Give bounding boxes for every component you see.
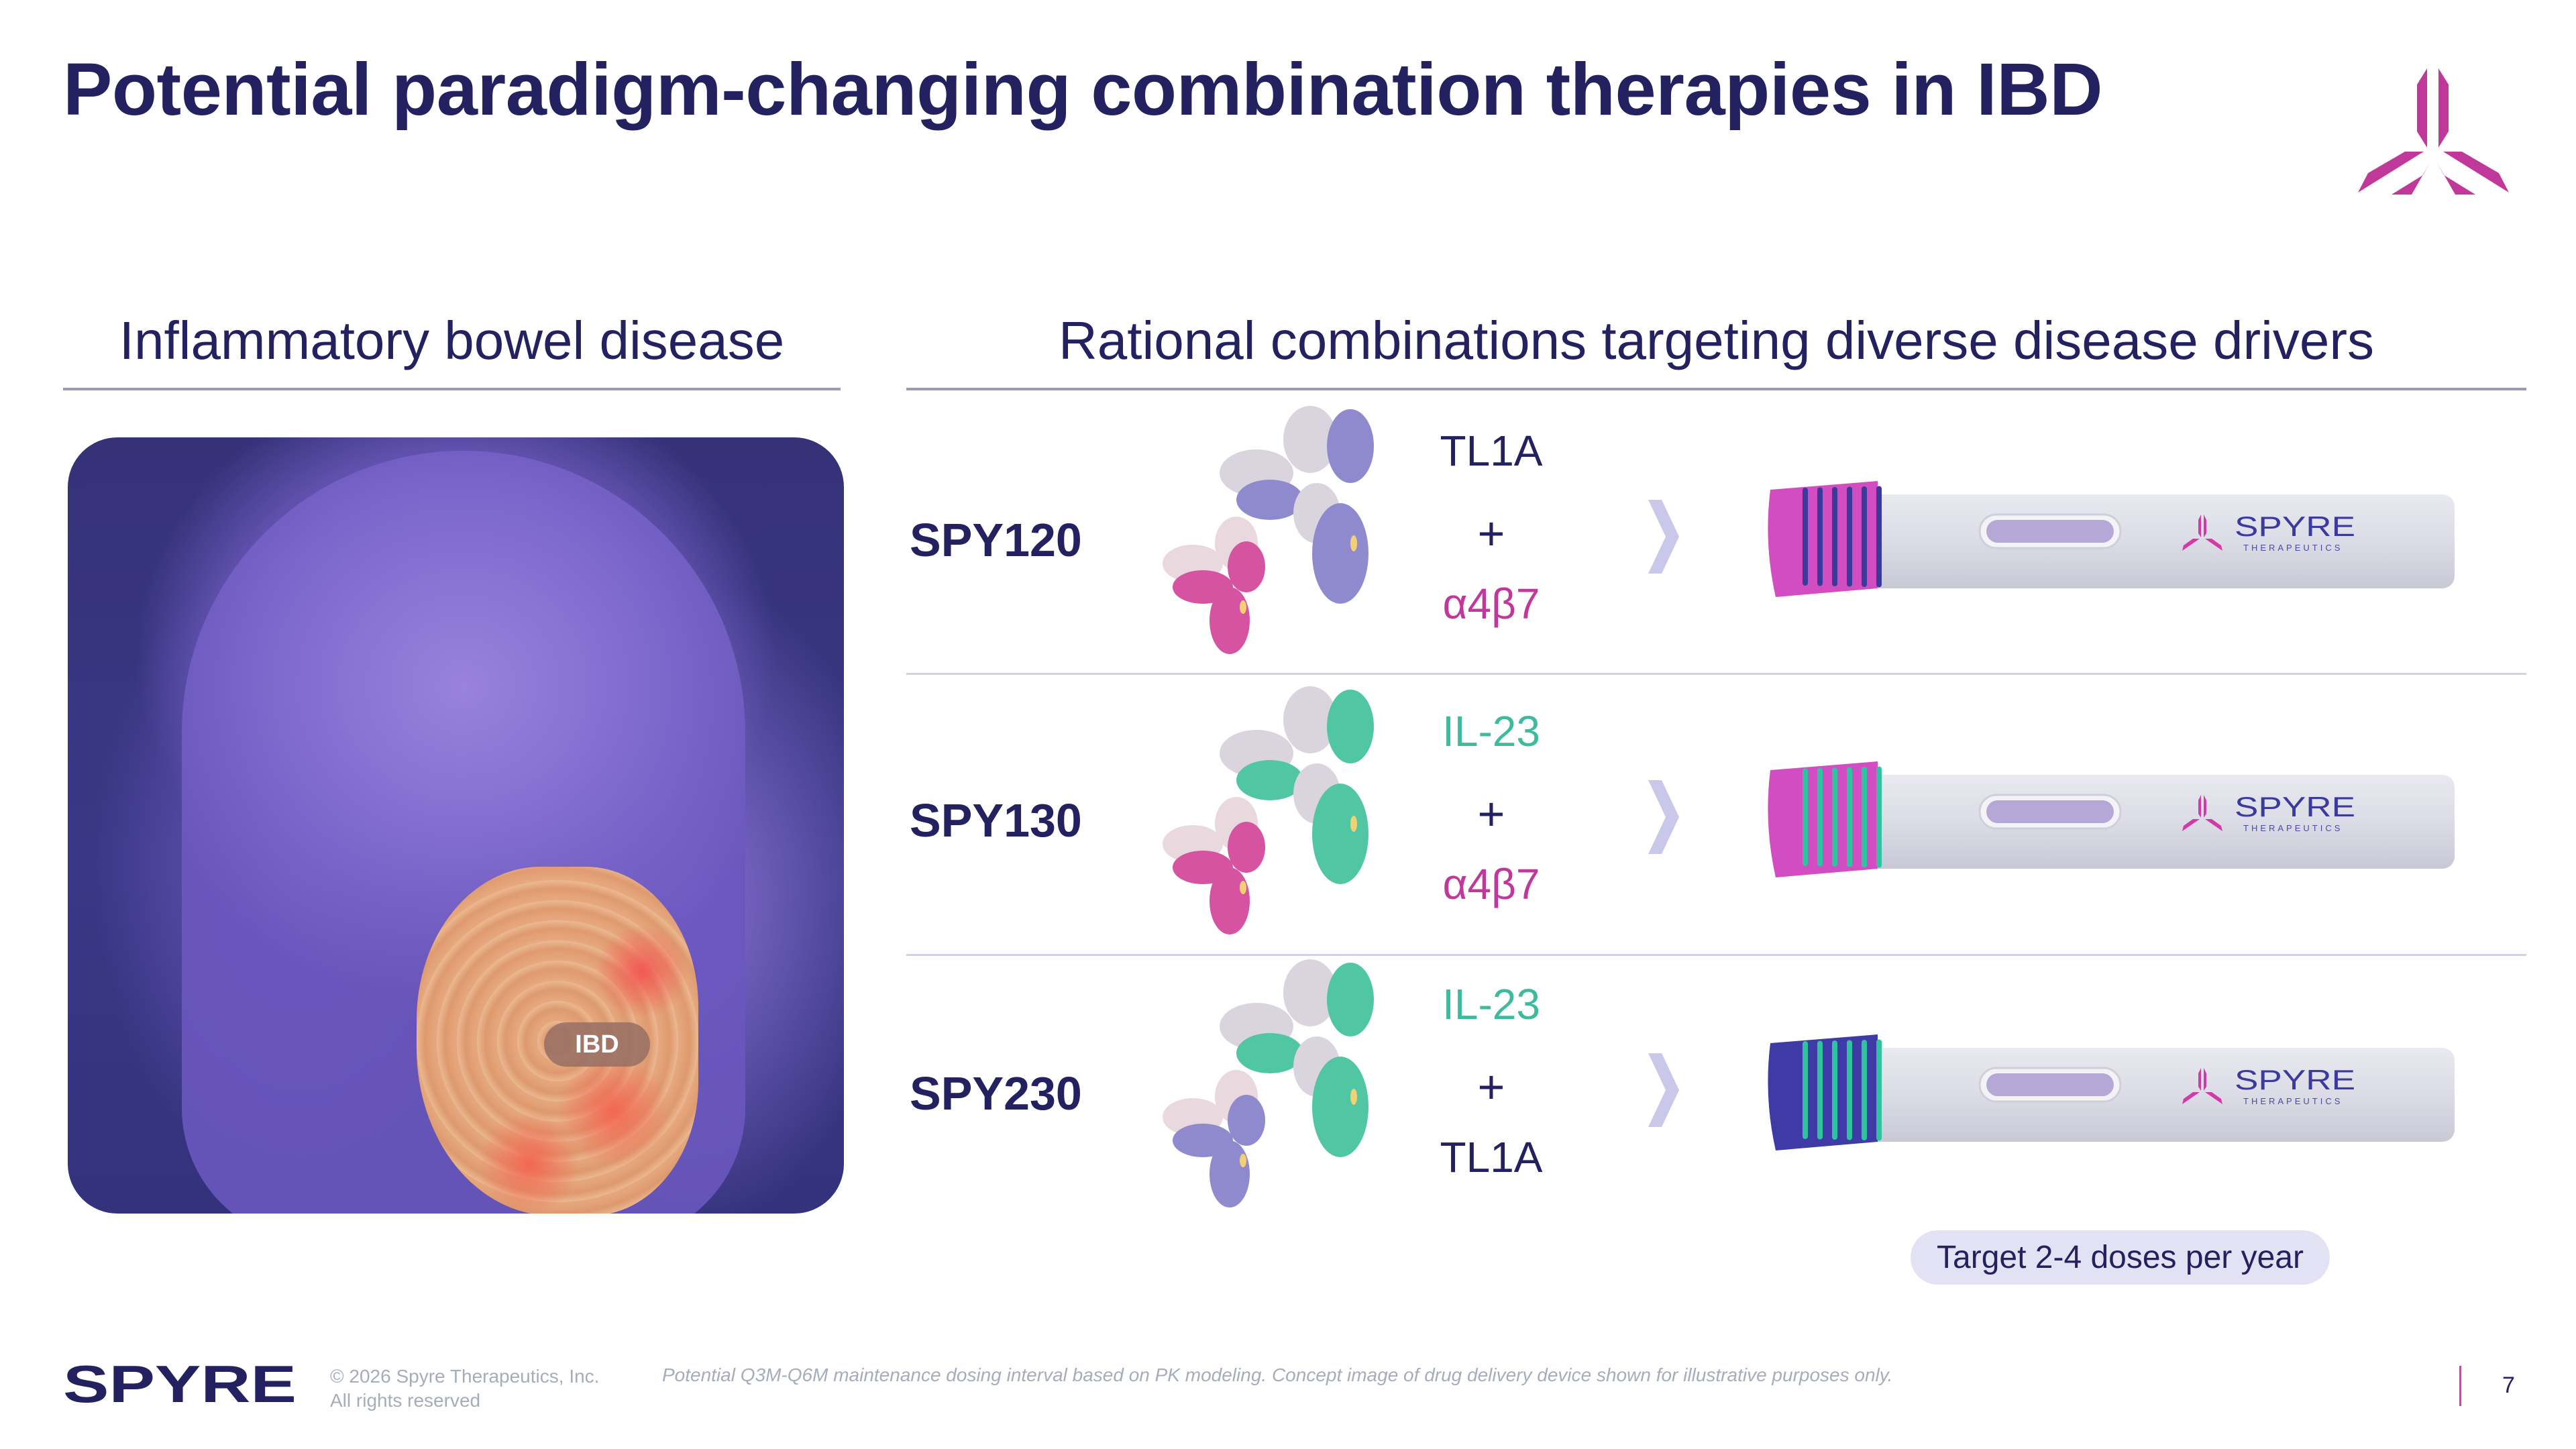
right-heading-rule <box>906 388 2526 390</box>
bispecific-antibody-icon <box>1163 959 1374 1208</box>
left-heading-rule <box>63 388 841 390</box>
copyright-line-1: © 2026 Spyre Therapeutics, Inc. <box>330 1366 600 1387</box>
plus-sign: + <box>1477 788 1505 840</box>
plus-sign: + <box>1477 1061 1505 1113</box>
target-bottom: α4β7 <box>1442 860 1540 908</box>
program-name: SPY120 <box>910 514 1082 566</box>
chevron-right-icon <box>1648 780 1679 854</box>
footer-disclaimer: Potential Q3M-Q6M maintenance dosing int… <box>662 1364 1893 1385</box>
svg-text:THERAPEUTICS: THERAPEUTICS <box>2243 823 2343 833</box>
page-number: 7 <box>2502 1373 2515 1398</box>
bispecific-antibody-icon <box>1163 686 1374 934</box>
ibd-badge: IBD <box>544 1022 650 1067</box>
spyre-logo-icon <box>2358 68 2509 195</box>
right-section-heading: Rational combinations targeting diverse … <box>1058 311 2374 370</box>
svg-text:SPYRE: SPYRE <box>2235 791 2355 822</box>
footer-copyright: © 2026 Spyre Therapeutics, Inc. All righ… <box>330 1364 599 1413</box>
target-bottom: TL1A <box>1440 1133 1543 1181</box>
svg-text:THERAPEUTICS: THERAPEUTICS <box>2243 1096 2343 1106</box>
svg-text:SPYRE: SPYRE <box>2235 1064 2355 1095</box>
target-top: TL1A <box>1440 427 1543 475</box>
page-number-divider <box>2459 1366 2461 1406</box>
ibd-body-illustration: IBD <box>68 437 844 1214</box>
footer-spyre-wordmark: SPYRE <box>63 1362 297 1406</box>
plus-sign: + <box>1477 507 1505 559</box>
target-top: IL-23 <box>1442 707 1540 755</box>
program-name: SPY130 <box>910 794 1082 847</box>
bispecific-antibody-icon <box>1163 406 1374 654</box>
program-name: SPY230 <box>910 1067 1082 1120</box>
dosing-target-pill: Target 2-4 doses per year <box>1911 1230 2330 1285</box>
chevron-right-icon <box>1648 1053 1679 1127</box>
target-bottom: α4β7 <box>1442 580 1540 628</box>
copyright-line-2: All rights reserved <box>330 1390 481 1411</box>
slide-title: Potential paradigm-changing combination … <box>63 48 2103 131</box>
left-section-heading: Inflammatory bowel disease <box>119 311 785 370</box>
chevron-right-icon <box>1648 500 1679 574</box>
target-top: IL-23 <box>1442 980 1540 1028</box>
row-separator-2 <box>906 954 2526 956</box>
svg-text:SPYRE: SPYRE <box>63 1362 297 1406</box>
row-separator-1 <box>906 673 2526 675</box>
svg-text:THERAPEUTICS: THERAPEUTICS <box>2243 543 2343 553</box>
svg-text:SPYRE: SPYRE <box>2235 511 2355 542</box>
